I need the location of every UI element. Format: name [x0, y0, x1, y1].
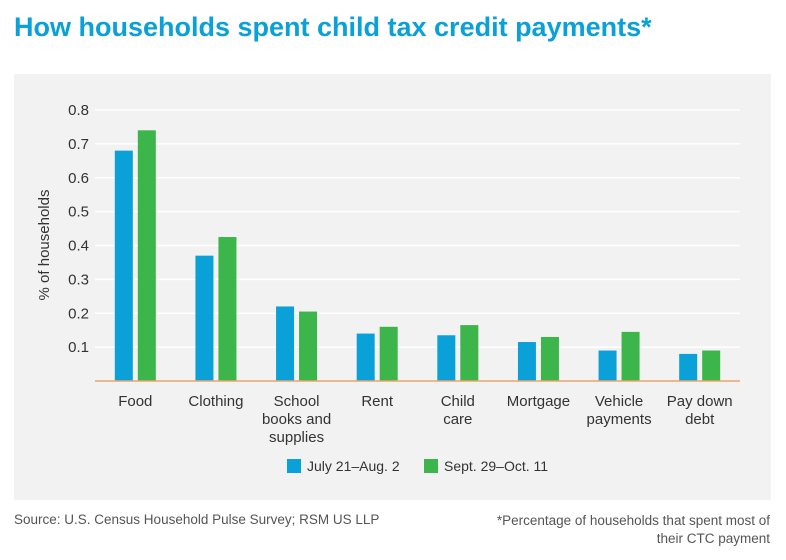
legend-swatch-1	[287, 459, 301, 473]
y-tick-label: 0.8	[68, 102, 89, 119]
y-tick-label: 0.4	[68, 238, 89, 255]
x-tick-label: Rent	[361, 393, 394, 410]
bar-series-1	[276, 306, 295, 381]
bar-series-1	[517, 342, 536, 381]
x-tick-label: School books and supplies	[262, 393, 331, 446]
bar-series-2	[379, 326, 398, 381]
bar-series-1	[356, 333, 375, 381]
bar-series-2	[299, 311, 318, 381]
x-tick-label: Vehicle payments	[587, 393, 652, 428]
chart-title: How households spent child tax credit pa…	[14, 12, 652, 42]
bar-series-2	[540, 336, 559, 381]
y-tick-label: 0.6	[68, 170, 89, 187]
bar-series-1	[437, 335, 456, 381]
y-tick-label: 0.2	[68, 305, 89, 322]
source-note: Source: U.S. Census Household Pulse Surv…	[14, 512, 380, 527]
legend-label-1: July 21–Aug. 2	[307, 458, 400, 474]
y-tick-label: 0.7	[68, 136, 89, 153]
x-tick-label: Food	[118, 393, 152, 410]
bar-chart: 0.1 0.2 0.3 0.4 0.5 0.6 0.7 0.8 Food Clothing Scho…	[36, 102, 740, 474]
x-tick-label: Clothing	[188, 393, 243, 410]
bar-series-2	[218, 237, 237, 381]
x-tick-label: Pay down debt	[667, 393, 733, 428]
y-tick-label: 0.5	[68, 204, 89, 221]
footnote: *Percentage of households that spent mos…	[496, 513, 770, 546]
bar-series-2	[702, 350, 721, 381]
bar-series-2	[460, 325, 479, 381]
y-tick-label: 0.1	[68, 339, 89, 356]
y-tick-label: 0.3	[68, 271, 89, 288]
legend-label-2: Sept. 29–Oct. 11	[444, 458, 548, 474]
x-tick-label: Mortgage	[507, 393, 570, 410]
x-tick-label: Child care	[441, 393, 475, 428]
bar-series-1	[598, 350, 617, 381]
bar-series-1	[195, 255, 214, 381]
bar-series-1	[114, 150, 133, 381]
bar-series-1	[679, 353, 698, 381]
bar-series-2	[137, 130, 156, 381]
bar-series-2	[621, 331, 640, 381]
y-axis-title: % of households	[36, 190, 53, 301]
legend-swatch-2	[424, 459, 438, 473]
